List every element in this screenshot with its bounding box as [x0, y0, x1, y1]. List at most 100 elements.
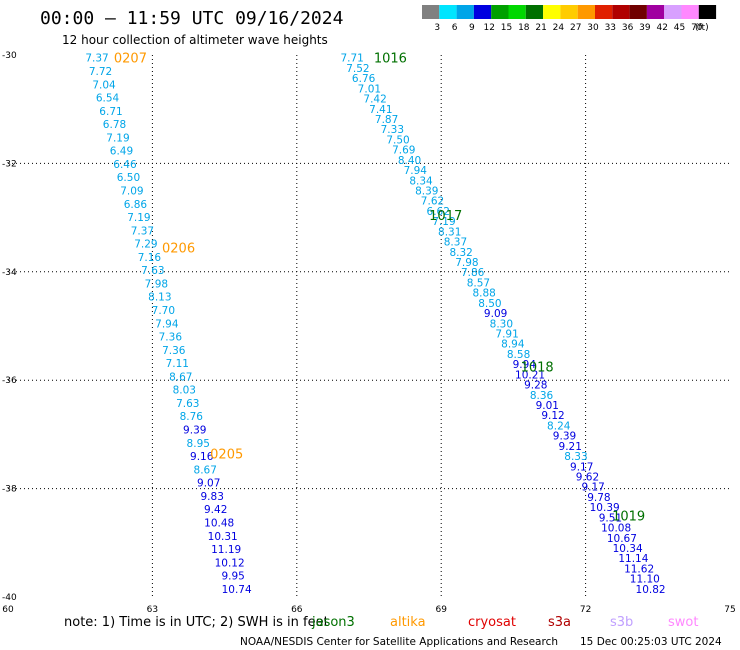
wave-height-label-track-b: 7.91 — [495, 329, 518, 341]
satellite-legend-s3a: s3a — [548, 615, 571, 630]
wave-height-label-track-b: 9.17 — [570, 461, 593, 473]
wave-height-label-track-b: 9.17 — [581, 482, 604, 494]
footer-note-text: note: 1) Time is in UTC; 2) SWH is in fe… — [64, 615, 329, 630]
wave-height-label-track-b: 11.10 — [630, 574, 660, 586]
wave-height-label-track-b: 7.41 — [369, 104, 392, 116]
x-tick-label: 63 — [147, 605, 158, 615]
pass-id-label: 1016 — [374, 52, 407, 67]
colorbar-swatch — [491, 5, 509, 19]
wave-height-label-track-b: 7.50 — [386, 134, 409, 146]
wave-height-label-track-a: 9.83 — [201, 491, 224, 503]
wave-height-label-track-a: 6.50 — [117, 172, 140, 184]
wave-height-label-track-a: 7.37 — [131, 225, 154, 237]
colorbar-swatch — [595, 5, 613, 19]
wave-height-label-track-b: 8.31 — [438, 226, 461, 238]
x-tick-label: 72 — [580, 605, 591, 615]
satellite-legend-jason3: jason3 — [311, 615, 355, 630]
wave-height-label-track-b: 8.33 — [564, 451, 587, 463]
page-title: 00:00 — 11:59 UTC 09/16/2024 — [40, 8, 343, 29]
wave-height-label-track-a: 7.63 — [176, 398, 199, 410]
x-tick-label: 60 — [2, 605, 14, 615]
wave-height-label-track-b: 10.34 — [613, 543, 643, 555]
wave-height-label-track-a: 7.09 — [120, 186, 143, 198]
wave-height-label-track-a: 9.42 — [204, 504, 227, 516]
wave-height-label-track-b: 7.33 — [381, 124, 404, 136]
colorbar-tick-label: 24 — [553, 23, 565, 33]
wave-height-label-track-a: 7.16 — [138, 252, 162, 264]
wave-height-label-track-b: 9.12 — [541, 410, 564, 422]
colorbar-swatch — [629, 5, 647, 19]
y-tick-label: -36 — [2, 376, 17, 386]
wave-height-label-track-a: 9.39 — [183, 425, 206, 437]
wave-height-label-track-b: 6.76 — [352, 73, 376, 85]
wave-height-label-track-b: 8.94 — [501, 339, 525, 351]
wave-height-label-track-a: 6.71 — [99, 106, 122, 118]
wave-height-label-track-b: 9.78 — [587, 492, 610, 504]
wave-height-label-track-b: 8.40 — [398, 155, 421, 167]
wave-height-label-track-b: 9.28 — [524, 380, 547, 392]
colorbar-tick-label: 27 — [570, 23, 581, 33]
wave-height-label-track-b: 8.37 — [444, 237, 467, 249]
wave-height-label-track-a: 7.36 — [159, 332, 183, 344]
wave-height-label-track-a: 7.98 — [145, 278, 168, 290]
axis-ticks: 60 63 66 69 72 75 -30 -32 -34 -36 -38 -40 — [2, 51, 736, 615]
wave-height-label-track-a: 7.72 — [89, 66, 112, 78]
wave-height-label-track-b: 10.21 — [515, 369, 545, 381]
wave-height-label-track-b: 9.09 — [484, 308, 507, 320]
wave-height-label-track-a: 6.46 — [113, 159, 137, 171]
colorbar-tick-label: 70 — [691, 23, 703, 33]
wave-height-label-track-a: 10.74 — [222, 584, 252, 596]
satellite-legend-s3b: s3b — [610, 615, 633, 630]
colorbar-swatch — [664, 5, 682, 19]
wave-height-label-track-b: 11.14 — [618, 553, 648, 565]
wave-height-label-track-a: 7.29 — [134, 239, 157, 251]
wave-height-label-track-b: 9.94 — [513, 359, 537, 371]
wave-height-label-track-b: 10.82 — [636, 584, 666, 596]
footer-note: note: 1) Time is in UTC; 2) SWH is in fe… — [64, 615, 698, 630]
colorbar-swatch — [698, 5, 717, 19]
wave-height-label-track-b: 8.32 — [449, 247, 472, 259]
colorbar-tick-label: 9 — [469, 23, 475, 33]
pass-id-label: 0205 — [210, 447, 243, 462]
colorbar-tick-label: 15 — [501, 23, 512, 33]
wave-height-label-track-b: 8.58 — [507, 349, 530, 361]
wave-height-label-track-b: 8.39 — [415, 186, 438, 198]
satellite-legend-swot: swot — [668, 615, 698, 630]
wave-height-label-track-b: 6.62 — [427, 206, 450, 218]
satellite-legend-altika: altika — [390, 615, 426, 630]
wave-height-label-track-a: 6.49 — [110, 146, 133, 158]
colorbar-swatch — [560, 5, 578, 19]
wave-height-label-track-a: 7.04 — [92, 79, 116, 91]
wave-height-label-track-b: 8.88 — [472, 288, 495, 300]
colorbar-tick-label: 36 — [622, 23, 634, 33]
colorbar-swatch — [646, 5, 665, 19]
wave-height-label-track-b: 7.62 — [421, 196, 444, 208]
wave-height-label-track-b: 9.51 — [599, 512, 622, 524]
wave-height-label-track-a: 8.67 — [169, 371, 192, 383]
colorbar-swatch — [456, 5, 474, 19]
wave-height-label-track-b: 7.01 — [358, 83, 381, 95]
wave-height-label-track-a: 10.12 — [215, 557, 245, 569]
wave-height-label-track-a: 8.67 — [194, 464, 217, 476]
wave-height-label-track-b: 8.34 — [409, 175, 433, 187]
colorbar-swatch — [681, 5, 699, 19]
pass-id-label: 1019 — [612, 510, 645, 525]
wave-height-label-track-a: 10.48 — [204, 517, 234, 529]
wave-height-label-track-b: 7.98 — [455, 257, 478, 269]
wave-height-label-track-a: 11.19 — [211, 544, 241, 556]
y-tick-label: -32 — [2, 159, 17, 169]
wave-height-label-track-a: 7.37 — [85, 53, 108, 65]
colorbar-swatch — [473, 5, 492, 19]
wave-height-label-track-b: 8.30 — [490, 318, 513, 330]
credit-text: NOAA/NESDIS Center for Satellite Applica… — [240, 636, 558, 648]
wave-height-label-track-b: 7.71 — [340, 53, 363, 65]
wave-height-label-track-a: 9.07 — [197, 478, 220, 490]
colorbar-swatch — [543, 5, 561, 19]
wave-height-label-track-b: 10.08 — [601, 523, 631, 535]
wave-height-label-track-b: 10.67 — [607, 533, 637, 545]
wave-height-label-track-a: 7.19 — [106, 132, 129, 144]
colorbar-unit: (ft) — [695, 23, 709, 33]
wave-height-label-track-a: 7.70 — [152, 305, 175, 317]
satellite-legend: jason3 altika cryosat s3a s3b swot — [311, 615, 698, 630]
wave-height-label-track-a: 7.11 — [166, 358, 189, 370]
